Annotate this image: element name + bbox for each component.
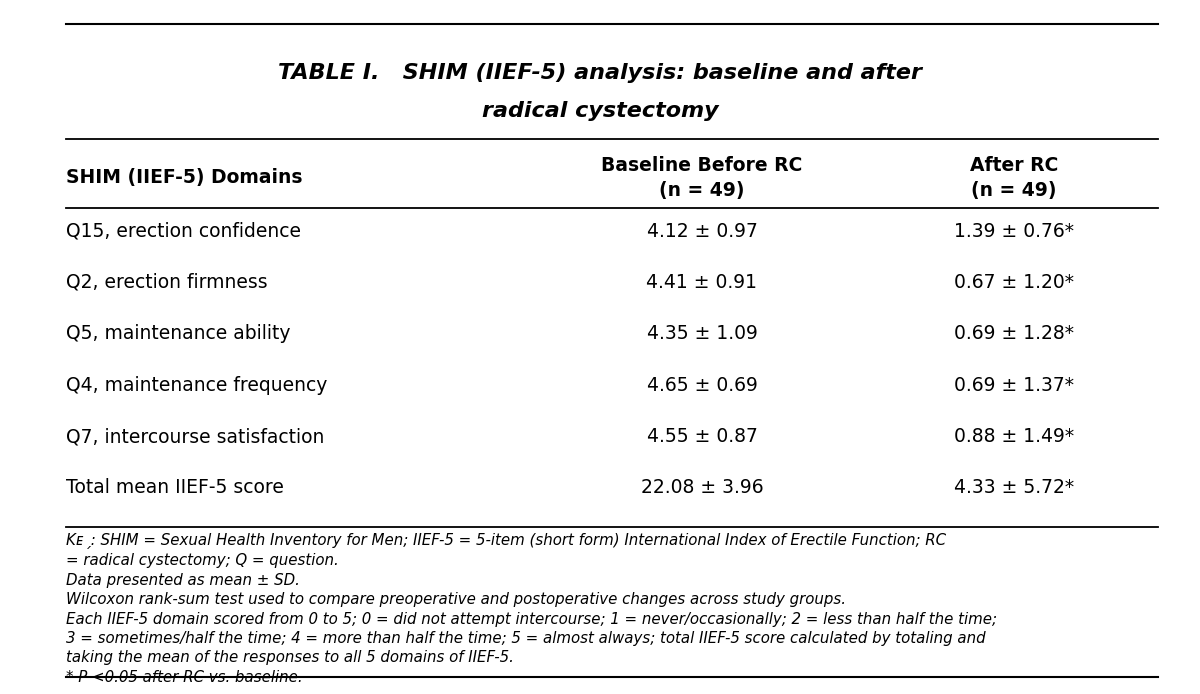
Text: Baseline Before RC: Baseline Before RC	[601, 155, 803, 175]
Text: 4.65 ± 0.69: 4.65 ± 0.69	[647, 375, 757, 395]
Text: 1.39 ± 0.76*: 1.39 ± 0.76*	[954, 221, 1074, 241]
Text: SHIM (IIEF-5) Domains: SHIM (IIEF-5) Domains	[66, 168, 302, 187]
Text: 4.41 ± 0.91: 4.41 ± 0.91	[647, 273, 757, 292]
Text: 0.69 ± 1.28*: 0.69 ± 1.28*	[954, 324, 1074, 344]
Text: radical cystectomy: radical cystectomy	[481, 101, 719, 121]
Text: 4.33 ± 5.72*: 4.33 ± 5.72*	[954, 478, 1074, 498]
Text: Q5, maintenance ability: Q5, maintenance ability	[66, 324, 290, 344]
Text: (n = 49): (n = 49)	[659, 180, 745, 200]
Text: Kᴇˏ: SHIM = Sexual Health Inventory for Men; IIEF-5 = 5-item (short form) Intern: Kᴇˏ: SHIM = Sexual Health Inventory for …	[66, 533, 946, 550]
Text: TABLE I.   SHIM (IIEF-5) analysis: baseline and after: TABLE I. SHIM (IIEF-5) analysis: baselin…	[278, 63, 922, 83]
Text: Data presented as mean ± SD.: Data presented as mean ± SD.	[66, 573, 300, 588]
Text: = radical cystectomy; Q = question.: = radical cystectomy; Q = question.	[66, 553, 338, 568]
Text: 3 = sometimes/half the time; 4 = more than half the time; 5 = almost always; tot: 3 = sometimes/half the time; 4 = more th…	[66, 631, 985, 646]
Text: Total mean IIEF-5 score: Total mean IIEF-5 score	[66, 478, 284, 498]
Text: 4.55 ± 0.87: 4.55 ± 0.87	[647, 427, 757, 446]
Text: 0.88 ± 1.49*: 0.88 ± 1.49*	[954, 427, 1074, 446]
Text: After RC: After RC	[970, 155, 1058, 175]
Text: Q2, erection firmness: Q2, erection firmness	[66, 273, 268, 292]
Text: (n = 49): (n = 49)	[971, 180, 1057, 200]
Text: Q15, erection confidence: Q15, erection confidence	[66, 221, 301, 241]
Text: * P <0.05 after RC vs. baseline.: * P <0.05 after RC vs. baseline.	[66, 670, 302, 685]
Text: Wilcoxon rank-sum test used to compare preoperative and postoperative changes ac: Wilcoxon rank-sum test used to compare p…	[66, 592, 846, 607]
Text: 0.69 ± 1.37*: 0.69 ± 1.37*	[954, 375, 1074, 395]
Text: 0.67 ± 1.20*: 0.67 ± 1.20*	[954, 273, 1074, 292]
Text: Each IIEF-5 domain scored from 0 to 5; 0 = did not attempt intercourse; 1 = neve: Each IIEF-5 domain scored from 0 to 5; 0…	[66, 611, 997, 627]
Text: Q4, maintenance frequency: Q4, maintenance frequency	[66, 375, 328, 395]
Text: 22.08 ± 3.96: 22.08 ± 3.96	[641, 478, 763, 498]
Text: Q7, intercourse satisfaction: Q7, intercourse satisfaction	[66, 427, 324, 446]
Text: taking the mean of the responses to all 5 domains of IIEF-5.: taking the mean of the responses to all …	[66, 650, 514, 666]
Text: 4.12 ± 0.97: 4.12 ± 0.97	[647, 221, 757, 241]
Text: 4.35 ± 1.09: 4.35 ± 1.09	[647, 324, 757, 344]
